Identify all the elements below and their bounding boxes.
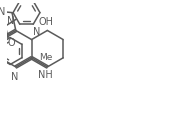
Text: N: N: [6, 16, 14, 26]
Text: N: N: [33, 27, 40, 37]
Text: N: N: [0, 7, 5, 17]
Text: OH: OH: [39, 17, 54, 27]
Text: N: N: [11, 72, 19, 82]
Text: NH: NH: [38, 70, 53, 80]
Text: Me: Me: [39, 53, 53, 62]
Text: O: O: [8, 38, 15, 48]
